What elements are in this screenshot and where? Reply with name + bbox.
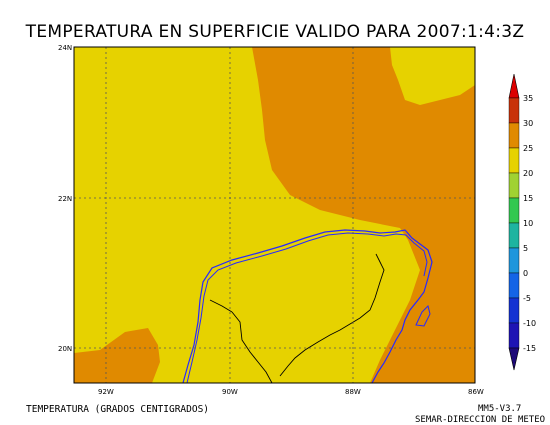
legend-band <box>508 222 520 249</box>
lon-label-92w: 92W <box>98 388 114 396</box>
legend-tick-label: -10 <box>523 319 536 328</box>
state-border-west <box>209 299 233 313</box>
agency-label: SEMAR-DIRECCION DE METEO <box>415 415 546 425</box>
legend-tick-label: 0 <box>523 269 528 278</box>
map-grid <box>74 47 475 383</box>
legend-band <box>508 147 520 174</box>
legend-band <box>508 247 520 274</box>
map-frame <box>73 46 476 384</box>
lon-label-88w: 88W <box>345 388 361 396</box>
legend-tick-label: 15 <box>523 194 533 203</box>
legend-band <box>508 97 520 124</box>
legend-cap-top <box>508 73 520 99</box>
legend-tick-label: 35 <box>523 94 533 103</box>
state-border-campeche-yucatan <box>231 311 273 384</box>
legend-band <box>508 272 520 299</box>
legend-band <box>508 297 520 324</box>
legend-band <box>508 197 520 224</box>
legend-tick-label: 5 <box>523 244 528 253</box>
coastline <box>182 229 433 384</box>
lat-label-24n: 24N <box>58 44 72 52</box>
color-legend: 35 30 25 20 15 10 5 0 -5 -10 -15 <box>508 73 536 371</box>
coastline-inner <box>186 232 428 384</box>
legend-tick-label: 30 <box>523 119 533 128</box>
legend-cap-bottom <box>508 347 520 371</box>
legend-band <box>508 322 520 349</box>
legend-tick-label: 10 <box>523 219 533 228</box>
model-label: MM5-V3.7 <box>478 404 522 414</box>
legend-band <box>508 172 520 199</box>
temperature-region-mild-ne <box>390 47 475 105</box>
lat-label-20n: 20N <box>58 345 72 353</box>
map-title: TEMPERATURA EN SUPERFICIE VALIDO PARA 20… <box>25 22 525 42</box>
state-border-yucatan-quintanaroo <box>279 253 385 377</box>
lon-label-90w: 90W <box>222 388 238 396</box>
lat-label-22n: 22N <box>58 195 72 203</box>
lon-label-86w: 86W <box>468 388 484 396</box>
cozumel-island <box>415 305 431 327</box>
legend-tick-label: -5 <box>523 294 531 303</box>
field-label: TEMPERATURA (GRADOS CENTIGRADOS) <box>26 404 210 415</box>
legend-band <box>508 122 520 149</box>
legend-tick-label: 20 <box>523 169 533 178</box>
temperature-region-warm-southwest <box>74 328 160 383</box>
legend-tick-label: 25 <box>523 144 533 153</box>
legend-tick-label: -15 <box>523 344 536 353</box>
